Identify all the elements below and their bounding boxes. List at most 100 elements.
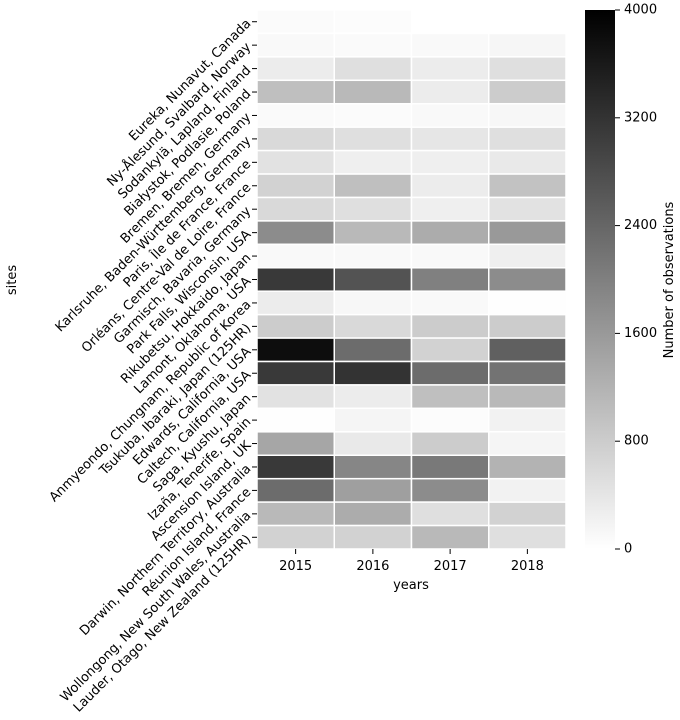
colorbar-tick-label: 2400 — [624, 218, 657, 233]
x-tick-label: 2015 — [279, 559, 312, 574]
heatmap-cell — [410, 173, 490, 199]
heatmap-cell — [333, 102, 413, 128]
heatmap-cell — [410, 243, 490, 269]
heatmap-cell — [333, 407, 413, 433]
heatmap-cell — [410, 32, 490, 58]
heatmap-cell — [488, 267, 567, 292]
heatmap-cell — [488, 56, 567, 82]
heatmap-cell — [333, 56, 413, 82]
heatmap-cell — [488, 407, 567, 433]
heatmap-cell — [256, 79, 335, 105]
heatmap-cell — [488, 173, 567, 199]
heatmap-cell — [333, 501, 413, 527]
heatmap-cell — [333, 313, 413, 339]
heatmap-cell — [488, 79, 567, 105]
heatmap-cell — [488, 313, 567, 339]
heatmap-cell — [333, 290, 413, 316]
heatmap-cell — [333, 79, 413, 105]
heatmap-cell — [410, 454, 490, 480]
x-tick-label: 2016 — [356, 559, 389, 574]
heatmap-cell — [410, 524, 490, 550]
heatmap-cells — [256, 9, 567, 550]
heatmap-cell — [333, 360, 413, 386]
heatmap-cell — [256, 313, 335, 339]
colorbar-label: Number of observations — [662, 201, 677, 358]
colorbar-tick-label: 1600 — [624, 326, 657, 341]
heatmap-cell — [256, 524, 335, 550]
heatmap-cell — [256, 407, 335, 433]
heatmap-cell — [410, 126, 490, 152]
heatmap-cell — [333, 149, 413, 175]
colorbar-tick-label: 4000 — [624, 3, 657, 18]
heatmap-cell — [256, 126, 335, 152]
y-axis-label: sites — [5, 265, 20, 295]
heatmap-cell — [488, 220, 567, 246]
heatmap-cell — [488, 102, 567, 128]
heatmap-cell — [333, 454, 413, 480]
heatmap-cell — [333, 431, 413, 457]
heatmap-cell — [410, 431, 490, 457]
heatmap-cell — [488, 501, 567, 527]
heatmap-cell — [488, 477, 567, 503]
heatmap-cell — [410, 360, 490, 386]
heatmap-cell — [410, 477, 490, 503]
heatmap-cell — [256, 290, 335, 316]
heatmap-cell — [333, 9, 413, 35]
heatmap-cell — [256, 360, 335, 386]
heatmap-cell — [256, 501, 335, 527]
x-axis-label: years — [393, 578, 429, 593]
heatmap-cell — [488, 290, 567, 316]
heatmap-cell — [488, 431, 567, 457]
x-tick-label: 2018 — [511, 559, 544, 574]
heatmap-cell — [333, 384, 413, 410]
heatmap-cell — [256, 149, 335, 175]
heatmap-cell — [410, 196, 490, 222]
heatmap-cell — [410, 337, 490, 363]
colorbar: 0 800 1600 2400 3200 4000 Number of observati… — [585, 3, 677, 557]
heatmap-cell — [488, 360, 567, 386]
heatmap-cell — [333, 243, 413, 269]
heatmap-cell — [256, 243, 335, 269]
colorbar-gradient — [585, 10, 615, 549]
heatmap-cell — [333, 32, 413, 58]
x-axis-tick-labels: 2015 2016 2017 2018 — [279, 549, 544, 574]
heatmap-cell — [256, 102, 335, 128]
heatmap-cell — [488, 32, 567, 58]
heatmap-cell — [488, 196, 567, 222]
heatmap-cell — [333, 173, 413, 199]
heatmap-cell — [410, 407, 490, 433]
heatmap-cell — [410, 56, 490, 82]
heatmap-cell — [256, 196, 335, 222]
heatmap-cell — [333, 126, 413, 152]
heatmap-cell — [333, 196, 413, 222]
heatmap-cell — [488, 337, 567, 363]
heatmap-cell — [333, 220, 413, 246]
colorbar-tick-label: 800 — [624, 434, 649, 449]
heatmap-cell — [410, 220, 490, 246]
heatmap-cell — [333, 524, 413, 550]
heatmap-cell — [256, 384, 335, 410]
heatmap-cell — [256, 477, 335, 503]
heatmap-cell — [256, 337, 335, 363]
heatmap-cell — [488, 384, 567, 410]
heatmap-cell — [488, 149, 567, 175]
heatmap-cell — [256, 56, 335, 82]
heatmap-cell — [488, 126, 567, 152]
heatmap-cell — [333, 337, 413, 363]
heatmap-cell — [256, 454, 335, 480]
colorbar-tick-label: 3200 — [624, 110, 657, 125]
heatmap-cell — [410, 290, 490, 316]
heatmap-cell — [410, 313, 490, 339]
heatmap-cell — [256, 173, 335, 199]
heatmap-cell — [410, 149, 490, 175]
heatmap-cell — [256, 431, 335, 457]
heatmap-cell — [410, 384, 490, 410]
heatmap-cell — [410, 267, 490, 292]
heatmap-cell — [256, 32, 335, 58]
heatmap-cell — [410, 102, 490, 128]
heatmap-cell — [256, 220, 335, 246]
colorbar-ticks: 0 800 1600 2400 3200 4000 — [615, 3, 657, 557]
x-tick-label: 2017 — [434, 559, 467, 574]
heatmap-cell — [488, 454, 567, 480]
